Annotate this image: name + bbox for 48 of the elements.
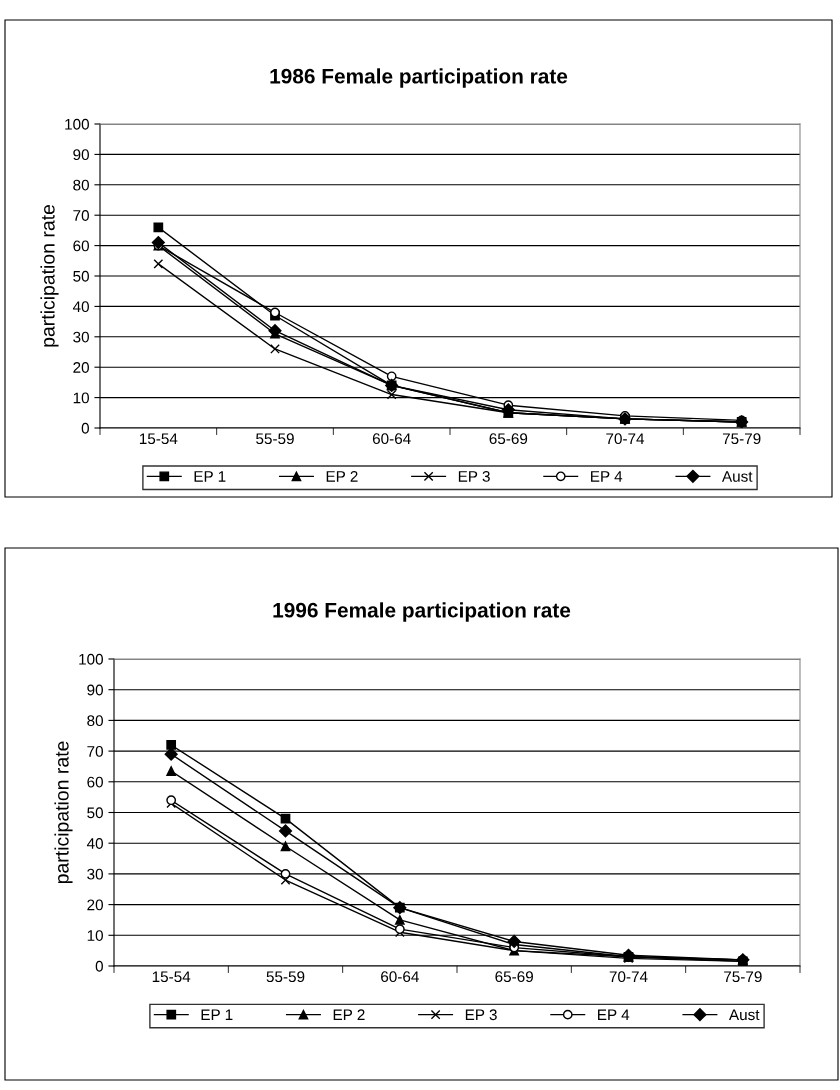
y-tick-label: 0 <box>95 960 103 972</box>
y-tick-label: 90 <box>87 684 103 696</box>
y-tick-label: 40 <box>86 838 103 849</box>
x-tick-label: 60-64 <box>372 433 411 445</box>
y-tick-label: 60 <box>73 240 89 252</box>
y-tick-label: 20 <box>73 362 89 373</box>
y-tick-label: 40 <box>72 301 89 313</box>
x-tick-label: 60-64 <box>381 971 419 983</box>
y-tick-label: 20 <box>87 899 103 911</box>
y-tick-label: 30 <box>73 331 89 343</box>
x-tick-label: 70-74 <box>609 971 648 983</box>
y-tick-label: 30 <box>87 868 103 880</box>
x-tick-label: 15-54 <box>139 433 178 445</box>
legend-label: Aust <box>721 471 753 482</box>
legend-label: EP 2 <box>326 471 358 482</box>
legend-label: EP 2 <box>333 1009 365 1020</box>
x-tick-label: 55-59 <box>266 971 305 983</box>
y-axis-title: participation rate <box>40 204 59 347</box>
y-tick-label: 90 <box>73 149 89 161</box>
y-tick-label: 70 <box>87 745 103 757</box>
x-tick-label: 75-79 <box>724 971 762 983</box>
legend-label: EP 1 <box>201 1009 233 1020</box>
x-tick-label: 65-69 <box>489 433 528 445</box>
legend-label: EP 4 <box>591 471 623 482</box>
x-tick-label: 75-79 <box>722 433 761 445</box>
x-tick-label: 15-54 <box>152 971 191 983</box>
x-tick-label: 55-59 <box>256 433 294 445</box>
x-tick-label: 70-74 <box>606 433 645 445</box>
y-tick-label: 80 <box>87 715 103 727</box>
y-tick-label: 70 <box>73 210 89 221</box>
legend-label: EP 3 <box>465 1009 497 1021</box>
legend-label: EP 3 <box>458 471 490 482</box>
legend-label: EP 4 <box>598 1009 630 1020</box>
chart-title: 1986 Female participation rate <box>270 68 568 88</box>
y-tick-label: 60 <box>87 776 103 788</box>
y-axis-title: participation rate <box>54 741 73 884</box>
legend-label: EP 1 <box>194 471 226 482</box>
chart-title: 1996 Female participation rate <box>273 602 571 622</box>
legend-label: Aust <box>728 1009 760 1021</box>
y-tick-label: 50 <box>73 270 89 282</box>
y-tick-label: 100 <box>65 118 89 130</box>
y-tick-label: 80 <box>73 179 89 191</box>
y-tick-label: 100 <box>79 653 103 665</box>
y-tick-label: 0 <box>81 422 89 434</box>
y-tick-label: 50 <box>87 807 103 819</box>
y-tick-label: 10 <box>87 930 103 941</box>
x-tick-label: 65-69 <box>495 971 533 983</box>
y-tick-label: 10 <box>73 392 89 404</box>
